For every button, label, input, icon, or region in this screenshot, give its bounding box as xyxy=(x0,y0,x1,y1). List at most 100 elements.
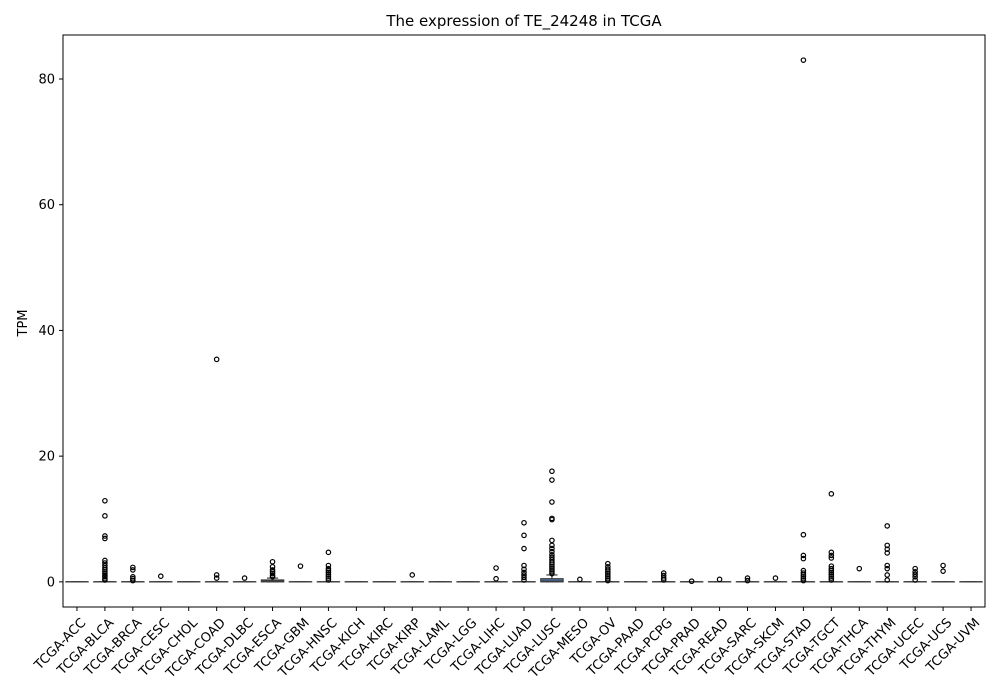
outlier-point xyxy=(940,562,946,569)
outlier-point xyxy=(884,550,891,556)
outlier-point xyxy=(828,555,835,561)
box-group xyxy=(568,576,592,583)
y-tick-label: 60 xyxy=(38,198,55,213)
outlier-point xyxy=(521,574,527,581)
outlier-point xyxy=(130,567,136,573)
outlier-point xyxy=(130,577,136,584)
outlier-point xyxy=(605,560,611,567)
outlier-point xyxy=(605,566,611,573)
outlier-point xyxy=(102,513,108,519)
outlier-point xyxy=(325,569,332,576)
outlier-point xyxy=(800,555,807,562)
outlier-point xyxy=(549,542,555,549)
outlier-point xyxy=(269,572,276,579)
outlier-point xyxy=(325,571,332,578)
box-group xyxy=(260,558,285,583)
outlier-point xyxy=(549,567,555,573)
outlier-point xyxy=(828,552,835,559)
outlier-point xyxy=(213,356,220,363)
outlier-point xyxy=(157,573,164,580)
outlier-point xyxy=(716,576,723,583)
outlier-point xyxy=(102,562,108,569)
outlier-point xyxy=(884,546,891,552)
outlier-point xyxy=(744,575,751,581)
chart-title: The expression of TE_24248 in TCGA xyxy=(385,12,662,31)
outlier-point xyxy=(828,565,835,572)
outlier-point xyxy=(605,574,611,580)
outlier-point xyxy=(828,571,835,578)
box-group xyxy=(540,468,564,583)
box-group xyxy=(651,570,676,583)
outlier-point xyxy=(325,575,332,581)
outlier-point xyxy=(800,577,807,584)
outlier-point xyxy=(605,570,611,576)
outlier-point xyxy=(660,570,667,576)
box-group xyxy=(819,491,844,583)
outlier-point xyxy=(800,575,807,582)
box-group xyxy=(847,565,872,583)
outlier-point xyxy=(549,537,555,544)
outlier-point xyxy=(912,568,918,575)
outlier-point xyxy=(269,570,276,577)
outlier-point xyxy=(549,552,555,558)
outlier-point xyxy=(549,477,555,483)
outlier-point xyxy=(605,577,611,584)
outlier-point xyxy=(744,577,751,584)
y-tick-label: 80 xyxy=(38,73,55,88)
box-group xyxy=(903,565,927,583)
outlier-point xyxy=(130,564,136,571)
outlier-point xyxy=(828,575,835,581)
outlier-point xyxy=(884,565,891,572)
box-group xyxy=(596,560,620,584)
outlier-point xyxy=(325,577,332,583)
y-tick-label: 0 xyxy=(47,575,55,590)
outlier-point xyxy=(130,574,136,580)
outlier-point xyxy=(130,575,136,582)
outlier-point xyxy=(577,576,583,583)
outlier-point xyxy=(828,569,835,576)
outlier-point xyxy=(549,565,555,571)
outlier-point xyxy=(102,497,108,504)
box-group xyxy=(763,575,788,583)
outlier-point xyxy=(549,548,555,555)
outlier-point xyxy=(325,549,332,556)
outlier-point xyxy=(521,562,527,569)
outlier-point xyxy=(884,562,891,569)
outlier-point xyxy=(325,562,332,569)
plot-frame xyxy=(62,34,986,608)
outlier-point xyxy=(884,572,891,578)
box-group xyxy=(707,576,732,583)
outlier-point xyxy=(102,570,108,577)
outlier-point xyxy=(325,565,332,572)
outlier-point xyxy=(605,575,611,582)
outlier-point xyxy=(521,572,527,578)
outlier-point xyxy=(800,57,807,63)
outlier-point xyxy=(800,567,807,574)
outlier-point xyxy=(549,559,555,566)
box-group xyxy=(204,356,229,583)
box-group xyxy=(512,519,536,583)
plot-area: 020406080TCGA-ACCTCGA-BLCATCGA-BRCATCGA-… xyxy=(31,57,983,682)
outlier-point xyxy=(269,563,276,570)
outlier-point xyxy=(660,575,667,581)
outlier-point xyxy=(102,533,108,539)
outlier-point xyxy=(549,468,555,475)
y-axis-label: TPM xyxy=(16,310,31,338)
outlier-point xyxy=(912,574,918,580)
outlier-point xyxy=(102,575,108,582)
outlier-point xyxy=(521,519,527,526)
outlier-point xyxy=(493,565,499,571)
outlier-point xyxy=(325,573,332,580)
box-group xyxy=(931,562,955,583)
outlier-point xyxy=(549,570,555,577)
box-group xyxy=(679,578,704,585)
outlier-point xyxy=(912,565,918,572)
outlier-point xyxy=(605,572,611,578)
box-group xyxy=(875,523,899,583)
outlier-point xyxy=(521,566,527,573)
box-group xyxy=(316,549,341,583)
outlier-point xyxy=(521,545,527,552)
outlier-point xyxy=(549,554,555,561)
outlier-point xyxy=(521,569,527,576)
